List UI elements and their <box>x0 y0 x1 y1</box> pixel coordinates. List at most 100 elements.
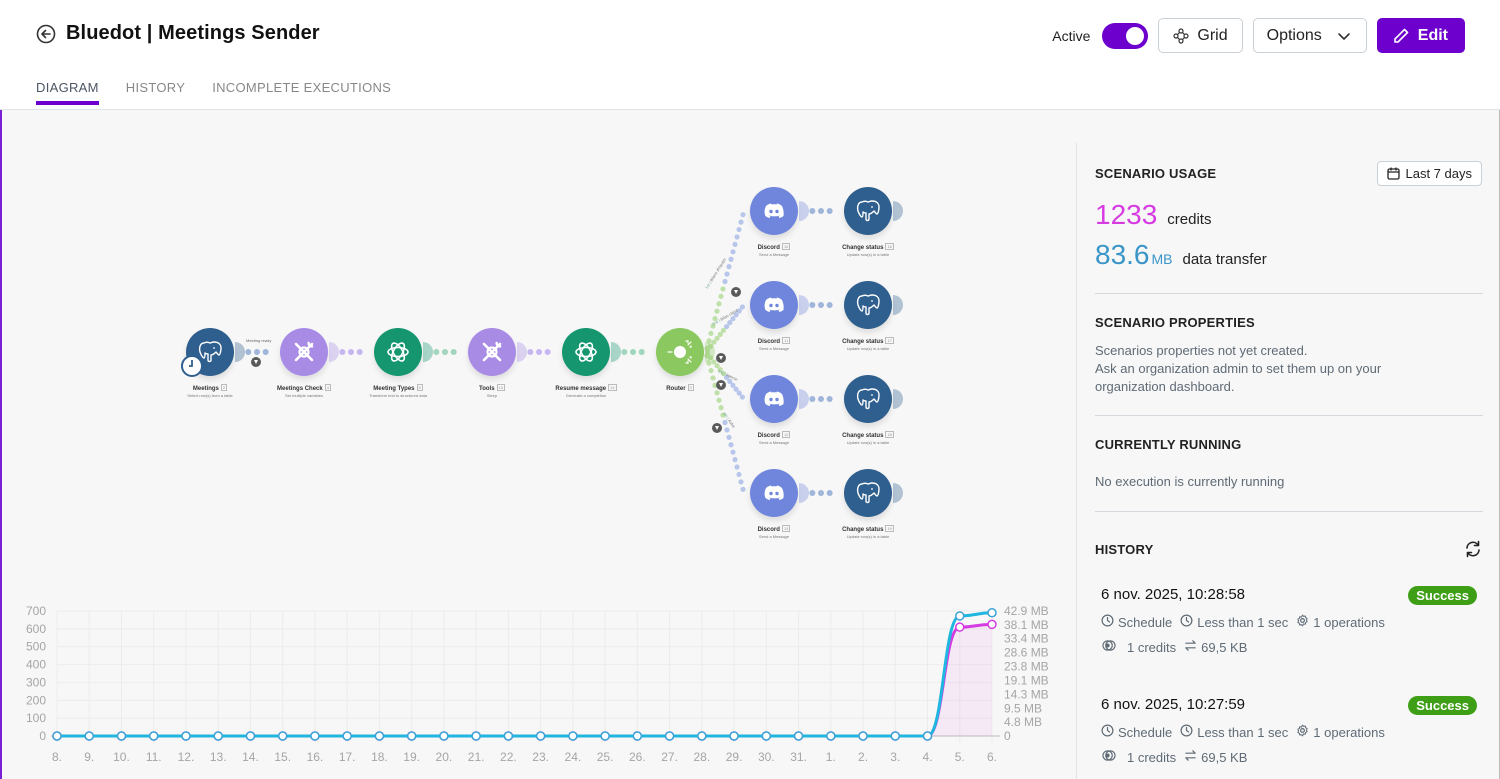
module-connector[interactable] <box>799 483 809 503</box>
module-id: 12 <box>781 431 791 438</box>
module-name: Change status <box>842 527 884 533</box>
module-discord-1[interactable] <box>750 187 798 235</box>
status-badge: Success <box>1408 586 1477 605</box>
link-dot <box>348 349 354 355</box>
module-resume-message[interactable] <box>562 328 610 376</box>
x-tick: 29. <box>726 750 743 764</box>
edit-button[interactable]: Edit <box>1376 18 1465 53</box>
duration-label: Less than 1 sec <box>1197 724 1289 740</box>
module-meeting-types[interactable] <box>374 328 422 376</box>
postgres-icon <box>853 196 883 226</box>
x-tick: 14. <box>242 750 259 764</box>
history-item[interactable]: 6 nov. 2025, 10:27:59 Success Schedule Less… <box>1101 696 1477 765</box>
page-title: Bluedot | Meetings Sender <box>66 22 320 44</box>
grid-button[interactable]: Grid <box>1158 18 1243 53</box>
operations-meta: 1 operations <box>1296 614 1385 630</box>
divider <box>1095 415 1483 416</box>
module-discord-2[interactable] <box>750 281 798 329</box>
module-connector[interactable] <box>423 342 433 362</box>
tab-history[interactable]: HISTORY <box>125 80 186 95</box>
module-meetings-check[interactable] <box>280 328 328 376</box>
scenario-diagram[interactable]: Meetings 2 Select row(s) from a table Meeti… <box>0 110 1076 590</box>
x-tick: 11. <box>146 750 162 764</box>
data-point <box>503 731 514 741</box>
y-left-tick: 600 <box>26 622 46 636</box>
filter-icon[interactable] <box>716 380 726 390</box>
module-name: Meeting Types <box>373 386 415 392</box>
module-id: 15 <box>496 384 505 391</box>
module-name: Discord <box>757 245 780 251</box>
y-right-tick: 33.4 MB <box>1004 632 1049 646</box>
module-status-3[interactable] <box>844 375 892 423</box>
usage-heading-wrap: SCENARIO USAGE <box>1095 166 1483 181</box>
module-name: Change status <box>842 245 884 251</box>
calendar-icon <box>1386 167 1400 180</box>
module-tools[interactable] <box>468 328 516 376</box>
module-connector[interactable] <box>893 389 903 409</box>
back-arrow-icon[interactable] <box>36 24 56 44</box>
credits-meta: 1 credits <box>1101 749 1176 765</box>
module-connector[interactable] <box>705 342 715 362</box>
data-point <box>310 731 320 741</box>
edit-label: Edit <box>1417 26 1448 44</box>
link-dot <box>826 208 833 214</box>
filter-icon[interactable] <box>712 423 722 433</box>
link-label: Meeting ready <box>246 338 272 343</box>
route-dot <box>724 427 730 433</box>
filter-icon[interactable] <box>731 287 741 297</box>
tab-incomplete-executions[interactable]: INCOMPLETE EXECUTIONS <box>212 80 392 95</box>
link-dot <box>809 396 816 402</box>
module-connector[interactable] <box>329 342 339 362</box>
transfer-label: data transfer <box>1182 251 1267 268</box>
module-connector[interactable] <box>799 201 809 221</box>
refresh-icon[interactable] <box>1464 540 1482 558</box>
module-discord-4[interactable] <box>750 469 798 517</box>
module-connector[interactable] <box>611 342 621 362</box>
data-point <box>213 731 223 741</box>
module-status-1[interactable] <box>844 187 892 235</box>
credits-label: credits <box>1167 211 1212 228</box>
link-dot <box>442 349 448 355</box>
date-range-button[interactable]: Last 7 days <box>1376 161 1482 186</box>
module-label: Meeting Types 5 <box>338 384 458 392</box>
module-connector[interactable] <box>799 295 809 315</box>
module-connector[interactable] <box>799 389 809 409</box>
schedule-clock-icon[interactable] <box>181 355 203 377</box>
module-connector[interactable] <box>893 201 903 221</box>
module-connector[interactable] <box>893 483 903 503</box>
module-status-4[interactable] <box>844 469 892 517</box>
x-tick: 31. <box>790 750 807 764</box>
data-point <box>922 731 933 741</box>
tab-diagram[interactable]: DIAGRAM <box>36 80 99 105</box>
module-connector[interactable] <box>235 342 245 362</box>
link-dot <box>245 349 252 355</box>
route-dot <box>733 386 739 392</box>
y-left-tick: 100 <box>26 711 46 725</box>
transfer-meta: 69,5 KB <box>1184 639 1247 655</box>
module-status-2[interactable] <box>844 281 892 329</box>
data-point <box>148 731 159 741</box>
transfer-meta: 69,5 KB <box>1184 749 1247 765</box>
data-point <box>245 731 256 741</box>
module-connector[interactable] <box>893 295 903 315</box>
x-tick: 16. <box>307 750 324 764</box>
module-name: Meetings Check <box>277 386 323 392</box>
transfer-label: 69,5 KB <box>1201 639 1248 655</box>
options-button[interactable]: Options <box>1252 18 1367 53</box>
module-connector[interactable] <box>517 342 527 362</box>
data-point <box>729 731 739 741</box>
active-toggle[interactable] <box>1102 22 1149 49</box>
module-router[interactable] <box>656 328 704 376</box>
series-line-credits <box>56 622 993 738</box>
module-id: 18 <box>885 431 894 438</box>
link-dot <box>818 396 824 402</box>
module-discord-3[interactable] <box>750 375 798 423</box>
route-dot <box>724 271 730 277</box>
filter-icon[interactable] <box>251 357 261 367</box>
route-dot <box>712 316 718 322</box>
duration-meta: Less than 1 sec <box>1180 724 1288 740</box>
filter-icon[interactable] <box>716 353 726 363</box>
route-dot <box>727 378 733 384</box>
link-dot <box>339 349 346 355</box>
history-item[interactable]: 6 nov. 2025, 10:28:58 Success Schedule Less… <box>1101 586 1477 655</box>
